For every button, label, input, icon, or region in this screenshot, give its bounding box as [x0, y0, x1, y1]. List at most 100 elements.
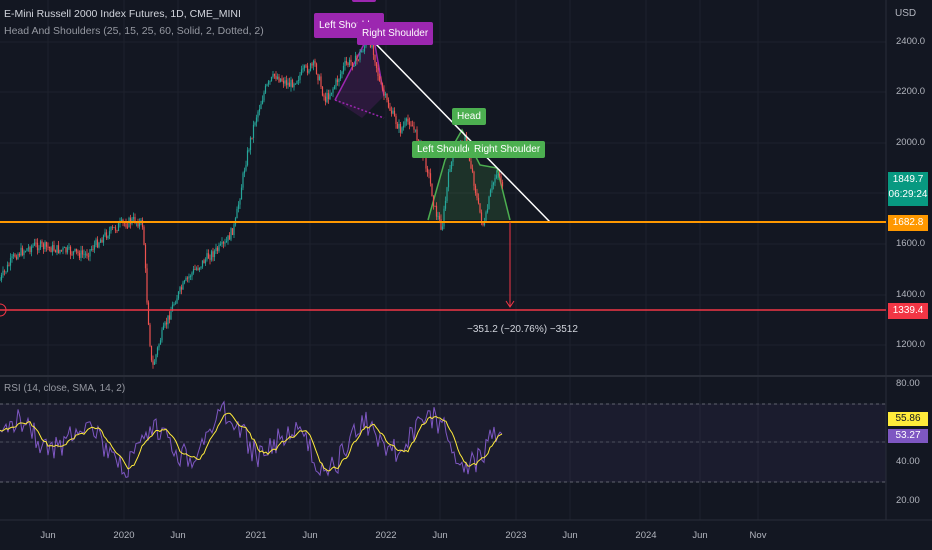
candle-body — [252, 124, 255, 138]
candle-body — [213, 251, 216, 258]
candle-body — [278, 76, 280, 82]
alert-marker[interactable] — [0, 303, 7, 317]
candle-body — [333, 86, 336, 89]
candle-body — [113, 227, 115, 229]
candle-body — [479, 203, 481, 213]
candle-body — [0, 279, 1, 281]
candle-body — [269, 80, 271, 82]
candle-body — [294, 83, 297, 85]
candle-body — [246, 150, 249, 166]
candle-body — [146, 268, 148, 303]
candle-body — [9, 258, 12, 266]
candle-body — [264, 85, 267, 93]
candle-body — [386, 93, 388, 100]
candle-body — [279, 78, 282, 82]
candle-body — [281, 78, 283, 82]
rsi-legend[interactable]: RSI (14, close, SMA, 14, 2) — [4, 383, 126, 394]
candle-body — [312, 60, 315, 66]
candle-body — [32, 245, 34, 247]
rsi-line — [0, 400, 503, 479]
time-axis-label: 2021 — [245, 530, 267, 541]
candle-body — [30, 246, 33, 253]
candle-body — [273, 73, 276, 76]
measure-arrow-head — [505, 300, 515, 308]
candle-body — [440, 219, 442, 230]
price-axis-label: 1200.0 — [896, 339, 926, 350]
candle-body — [96, 239, 99, 248]
candle-body — [411, 125, 414, 127]
candle-body — [15, 256, 18, 260]
candle-body — [320, 76, 322, 87]
candle-body — [69, 246, 72, 255]
candle-body — [182, 282, 184, 290]
chart-title[interactable]: E-Mini Russell 2000 Index Futures, 1D, C… — [4, 8, 241, 20]
bottom-head-label: Head — [452, 108, 486, 125]
price-axis-label: 1400.0 — [896, 289, 926, 300]
candle-body — [38, 248, 40, 251]
candle-body — [335, 79, 337, 87]
candle-body — [108, 231, 111, 237]
candle-body — [471, 168, 474, 172]
candle-body — [428, 172, 430, 174]
candle-body — [155, 354, 157, 362]
candle-body — [65, 247, 67, 253]
candle-body — [11, 256, 13, 259]
candle-body — [398, 123, 400, 129]
candle-body — [491, 184, 493, 191]
candle-body — [374, 54, 376, 63]
candle-body — [215, 247, 217, 252]
price-axis-label: 2000.0 — [896, 137, 926, 148]
candle-body — [35, 242, 37, 244]
candle-body — [14, 254, 16, 257]
candle-body — [425, 154, 427, 169]
candle-body — [446, 187, 448, 201]
time-axis-label: Jun — [562, 530, 578, 541]
candle-body — [53, 245, 55, 251]
indicator-legend[interactable]: Head And Shoulders (25, 15, 25, 60, Soli… — [4, 25, 264, 37]
candle-body — [93, 244, 96, 250]
candle-body — [345, 60, 348, 64]
candle-body — [80, 250, 82, 258]
candle-body — [71, 254, 73, 256]
trend-line[interactable] — [371, 39, 551, 223]
candle-body — [362, 51, 364, 53]
candle-body — [0, 274, 3, 280]
candle-body — [36, 242, 39, 251]
candle-body — [188, 276, 190, 279]
candle-body — [288, 82, 291, 87]
candle-body — [90, 249, 93, 250]
candle-body — [350, 59, 352, 63]
candle-body — [429, 173, 432, 184]
candle-body — [191, 272, 193, 277]
candle-body — [255, 117, 258, 123]
candle-body — [95, 239, 97, 245]
bottom-right-shoulder-label: Right Shoulder — [469, 141, 546, 158]
candle-body — [351, 62, 354, 67]
candle-body — [302, 68, 304, 70]
candle-body — [29, 247, 31, 253]
candle-body — [318, 76, 321, 81]
rsi-sma-value-tag: 55.86 — [888, 412, 928, 426]
time-axis-label: 2024 — [635, 530, 657, 541]
time-axis-label: Jun — [302, 530, 318, 541]
candle-body — [206, 253, 208, 260]
currency-label[interactable]: USD — [895, 8, 917, 19]
candle-body — [261, 100, 264, 104]
candle-body — [39, 241, 42, 249]
candle-body — [390, 110, 393, 114]
candle-body — [447, 171, 450, 188]
candle-body — [41, 241, 43, 244]
candle-body — [114, 227, 117, 231]
candle-body — [357, 59, 360, 61]
candle-body — [258, 109, 261, 112]
candle-body — [48, 247, 51, 248]
candle-body — [323, 95, 325, 97]
price-axis-label: 2400.0 — [896, 36, 926, 47]
current-price-value: 1849.7 — [892, 174, 924, 185]
candle-body — [77, 251, 79, 253]
candle-body — [153, 361, 156, 365]
candle-body — [176, 298, 178, 304]
current-price-tag: 1849.7 06:29:24 — [888, 172, 928, 206]
candle-body — [501, 182, 504, 187]
